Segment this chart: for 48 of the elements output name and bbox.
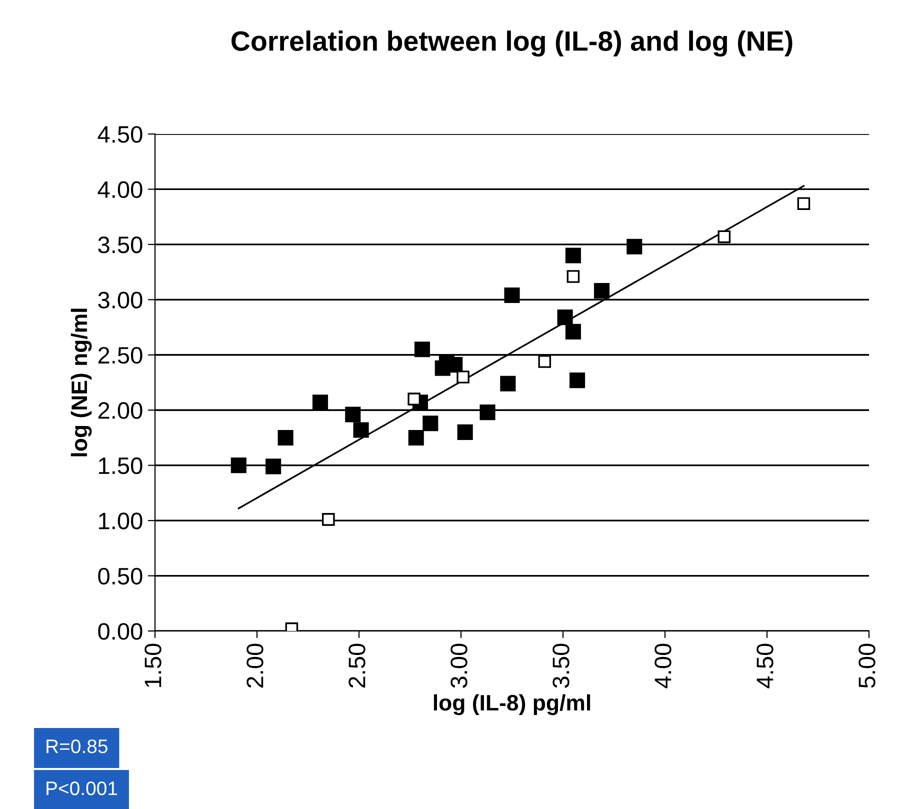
point	[504, 287, 520, 304]
point	[797, 197, 810, 210]
y-tick-label: 4.00	[98, 181, 142, 198]
point	[626, 238, 642, 254]
y-tick-label: 0.50	[98, 568, 142, 585]
point	[278, 430, 294, 446]
x-tick-label: 3.50	[552, 644, 570, 688]
y-tick-label: 1.50	[99, 457, 142, 474]
y-axis-title: log (NE) ng/ml	[70, 308, 92, 456]
point	[718, 230, 731, 244]
y-tick-label: 2.50	[98, 346, 142, 364]
point	[345, 406, 361, 422]
point	[565, 248, 581, 264]
y-tick-label: 3.00	[98, 292, 142, 308]
point	[456, 370, 470, 384]
x-tick-label: 2.50	[348, 644, 366, 688]
point	[566, 270, 580, 283]
point	[594, 283, 610, 299]
point	[266, 458, 282, 474]
point	[565, 324, 581, 340]
x-tick-label: 4.50	[756, 644, 774, 688]
point	[480, 404, 496, 420]
point	[322, 513, 335, 526]
point	[408, 430, 424, 446]
point	[457, 424, 473, 440]
y-tick-label: 1.00	[99, 512, 142, 530]
x-tick-label: 4.00	[654, 644, 672, 688]
x-tick-label: 3.00	[450, 644, 468, 688]
y-tick-label: 0.00	[98, 623, 142, 640]
point	[422, 416, 438, 432]
point	[538, 355, 552, 368]
text: P<0.001	[46, 781, 118, 796]
point	[414, 342, 430, 358]
point	[557, 310, 573, 326]
point	[570, 372, 586, 388]
point	[500, 376, 516, 392]
point	[408, 392, 420, 406]
x-tick-label: 5.00	[858, 644, 876, 688]
chart-title: Correlation between log (IL-8) and log (NE)	[232, 30, 792, 57]
x-axis-title: log (IL-8) pg/ml	[434, 694, 590, 716]
point	[353, 422, 369, 438]
x-tick-label: 2.00	[246, 644, 264, 688]
point	[230, 458, 246, 474]
y-tick-label: 2.00	[98, 402, 142, 419]
y-tick-label: 3.50	[98, 236, 142, 254]
text: R=0.85	[46, 739, 108, 754]
y-tick-label: 4.50	[98, 126, 142, 143]
point	[312, 394, 328, 410]
